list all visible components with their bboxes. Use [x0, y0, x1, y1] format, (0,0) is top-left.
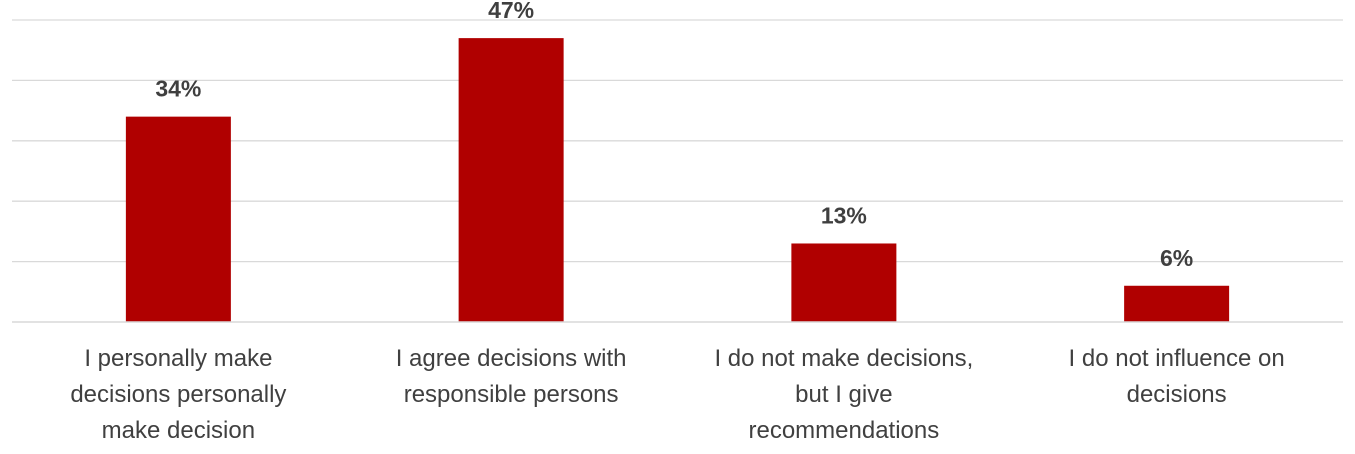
category-label: I agree decisions with — [396, 345, 627, 372]
category-label: I do not make decisions, — [714, 345, 973, 372]
category-label: responsible persons — [404, 381, 619, 408]
bars — [125, 38, 1230, 323]
category-label: decisions personally — [70, 381, 286, 408]
category-label: but I give — [795, 381, 892, 408]
category-label: I do not influence on — [1069, 345, 1285, 372]
category-label: make decision — [102, 417, 255, 444]
category-labels: I personally make decisions personally mak… — [70, 345, 1284, 444]
bar — [791, 243, 897, 322]
data-label: 13% — [821, 202, 867, 228]
data-label: 34% — [155, 76, 201, 102]
category-label: I personally make — [84, 345, 272, 372]
category-label: recommendations — [748, 417, 939, 444]
category-label: decisions — [1127, 381, 1227, 408]
data-label: 6% — [1160, 245, 1193, 271]
bar — [1124, 285, 1230, 322]
bar — [125, 116, 231, 322]
data-labels: 34% 47% 13% 6% — [155, 0, 1193, 271]
gridlines — [12, 19, 1343, 263]
bar — [458, 38, 564, 323]
data-label: 47% — [488, 0, 534, 23]
